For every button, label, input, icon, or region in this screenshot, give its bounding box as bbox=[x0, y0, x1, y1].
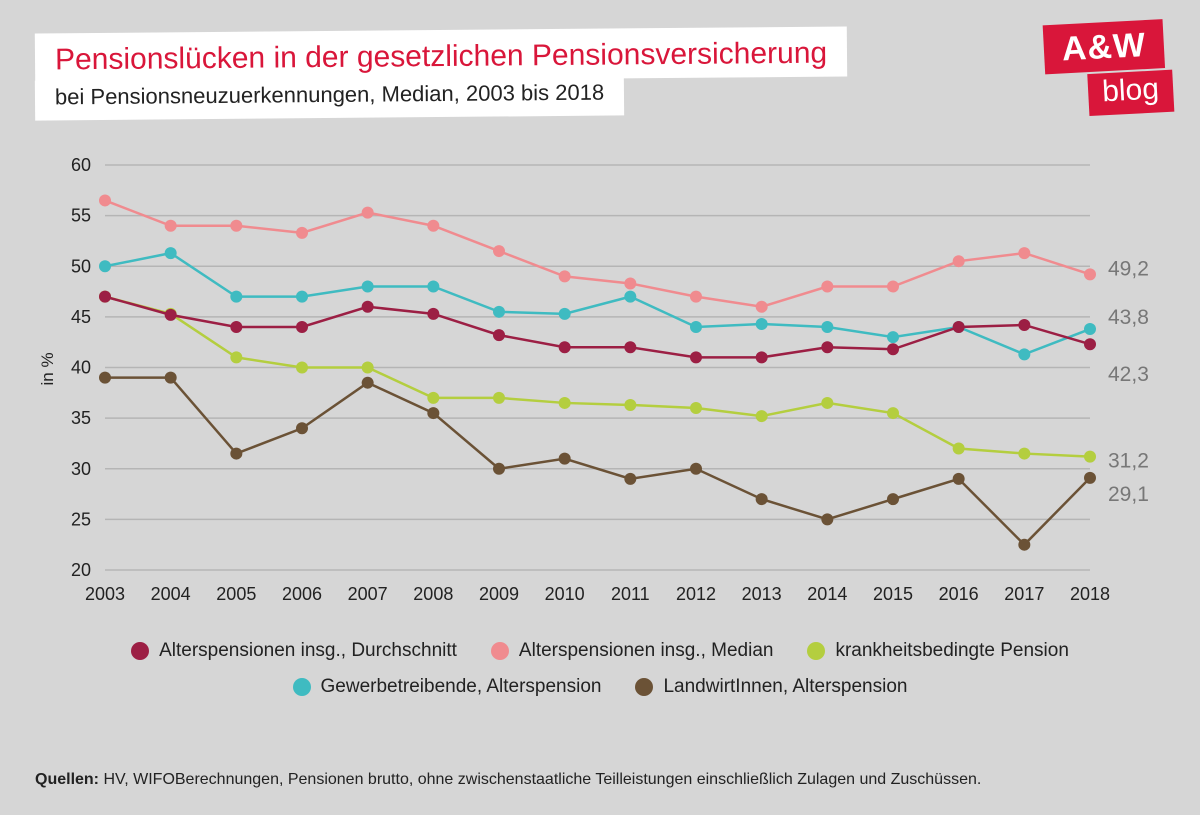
line-chart: 20 25 30 35 40 45 50 55 60 2003 2004 2005 2006 2007 20… bbox=[30, 155, 1170, 625]
svg-text:42,3: 42,3 bbox=[1108, 363, 1149, 386]
svg-text:2006: 2006 bbox=[282, 584, 322, 604]
chart-subtitle: bei Pensionsneuzuerkennungen, Median, 20… bbox=[55, 80, 604, 111]
logo: A&W blog bbox=[1043, 19, 1174, 119]
svg-text:2011: 2011 bbox=[611, 584, 650, 604]
legend: Alterspensionen insg., Durchschnitt Alter… bbox=[0, 640, 1200, 712]
svg-text:2016: 2016 bbox=[939, 584, 979, 604]
legend-item: Alterspensionen insg., Median bbox=[491, 640, 774, 662]
footnote: Quellen: HV, WIFOBerechnungen, Pensionen… bbox=[35, 771, 981, 789]
legend-item: Alterspensionen insg., Durchschnitt bbox=[131, 640, 457, 662]
legend-item: krankheitsbedingte Pension bbox=[807, 640, 1068, 662]
legend-label: Alterspensionen insg., Median bbox=[519, 640, 774, 662]
svg-text:2004: 2004 bbox=[151, 584, 191, 604]
svg-text:2013: 2013 bbox=[742, 584, 782, 604]
header: Pensionslücken in der gesetzlichen Pensi… bbox=[35, 30, 847, 118]
title-box: Pensionslücken in der gesetzlichen Pensi… bbox=[35, 26, 848, 83]
legend-label: Gewerbetreibende, Alterspension bbox=[321, 676, 602, 698]
legend-marker-icon bbox=[131, 642, 149, 660]
svg-text:20: 20 bbox=[71, 560, 91, 580]
legend-label: krankheitsbedingte Pension bbox=[835, 640, 1068, 662]
svg-text:2009: 2009 bbox=[479, 584, 519, 604]
chart-svg: 20 25 30 35 40 45 50 55 60 2003 2004 2005 2006 2007 20… bbox=[30, 155, 1170, 625]
svg-text:49,2: 49,2 bbox=[1108, 257, 1149, 280]
svg-text:2010: 2010 bbox=[545, 584, 585, 604]
chart-title: Pensionslücken in der gesetzlichen Pensi… bbox=[55, 37, 827, 78]
logo-bottom: blog bbox=[1088, 70, 1175, 116]
legend-item: Gewerbetreibende, Alterspension bbox=[293, 676, 602, 698]
svg-text:in %: in % bbox=[38, 352, 57, 385]
svg-text:2008: 2008 bbox=[413, 584, 453, 604]
svg-text:2005: 2005 bbox=[216, 584, 256, 604]
svg-text:55: 55 bbox=[71, 206, 91, 226]
legend-row: Alterspensionen insg., Durchschnitt Alter… bbox=[0, 640, 1200, 662]
svg-text:29,1: 29,1 bbox=[1108, 483, 1149, 506]
svg-text:2012: 2012 bbox=[676, 584, 716, 604]
legend-item: LandwirtInnen, Alterspension bbox=[635, 676, 907, 698]
legend-marker-icon bbox=[293, 678, 311, 696]
svg-text:30: 30 bbox=[71, 459, 91, 479]
legend-label: Alterspensionen insg., Durchschnitt bbox=[159, 640, 457, 662]
svg-text:2015: 2015 bbox=[873, 584, 913, 604]
footnote-text: HV, WIFOBerechnungen, Pensionen brutto, … bbox=[103, 771, 981, 788]
svg-text:35: 35 bbox=[71, 408, 91, 428]
svg-text:2003: 2003 bbox=[85, 584, 125, 604]
svg-text:40: 40 bbox=[71, 358, 91, 378]
legend-marker-icon bbox=[635, 678, 653, 696]
footnote-label: Quellen: bbox=[35, 771, 99, 788]
legend-marker-icon bbox=[491, 642, 509, 660]
logo-top: A&W bbox=[1043, 19, 1166, 74]
svg-text:43,8: 43,8 bbox=[1108, 306, 1149, 329]
legend-label: LandwirtInnen, Alterspension bbox=[663, 676, 907, 698]
svg-text:25: 25 bbox=[71, 509, 91, 529]
svg-text:50: 50 bbox=[71, 256, 91, 276]
svg-text:45: 45 bbox=[71, 307, 91, 327]
svg-text:31,2: 31,2 bbox=[1108, 450, 1149, 473]
svg-text:2007: 2007 bbox=[348, 584, 388, 604]
svg-text:2017: 2017 bbox=[1004, 584, 1044, 604]
legend-row: Gewerbetreibende, Alterspension LandwirtI… bbox=[0, 676, 1200, 698]
svg-text:60: 60 bbox=[71, 155, 91, 175]
legend-marker-icon bbox=[807, 642, 825, 660]
subtitle-box: bei Pensionsneuzuerkennungen, Median, 20… bbox=[35, 75, 625, 120]
svg-text:2018: 2018 bbox=[1070, 584, 1110, 604]
svg-text:2014: 2014 bbox=[807, 584, 847, 604]
